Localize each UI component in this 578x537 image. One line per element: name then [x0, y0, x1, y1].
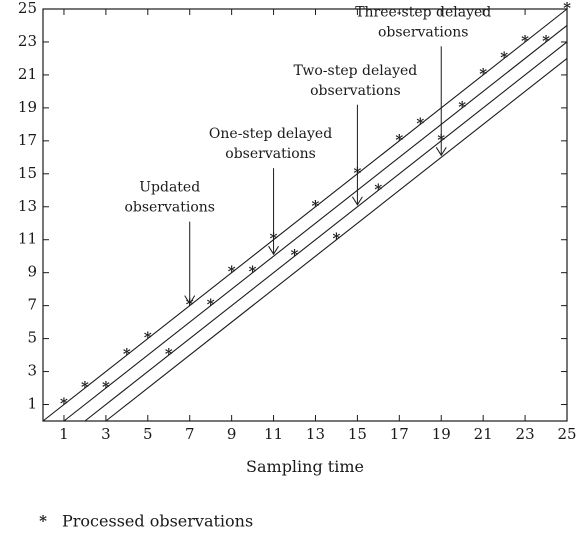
y-tick-label: 17: [18, 131, 37, 149]
data-point: *: [312, 197, 320, 215]
x-tick-label: 23: [516, 425, 535, 443]
x-tick-label: 7: [185, 425, 195, 443]
y-tick-label: 11: [18, 230, 37, 248]
annotation-text: Two-step delayed: [294, 63, 418, 79]
y-tick-label: 5: [27, 329, 37, 347]
y-tick-label: 25: [18, 0, 37, 17]
x-tick-label: 21: [474, 425, 493, 443]
y-tick-label: 1: [27, 395, 37, 413]
annotation-text: One-step delayed: [209, 126, 332, 142]
data-point: *: [500, 48, 508, 66]
y-tick-label: 7: [27, 296, 37, 314]
x-tick-label: 11: [264, 425, 283, 443]
y-tick-label: 3: [27, 362, 37, 380]
y-tick-label: 9: [27, 263, 37, 281]
legend: * Processed observations: [39, 512, 253, 531]
x-tick-label: 1: [59, 425, 69, 443]
data-point: *: [249, 263, 257, 281]
annotation-text: observations: [124, 200, 215, 216]
data-point: *: [144, 329, 152, 347]
data-point: *: [60, 395, 68, 413]
data-point: *: [228, 263, 236, 281]
y-tick-label: 21: [18, 65, 37, 83]
annotation-arrowhead: [184, 295, 196, 305]
data-point: *: [207, 296, 215, 314]
legend-label: Processed observations: [62, 512, 253, 531]
data-point: *: [186, 296, 194, 314]
y-tick-label: 13: [18, 197, 37, 215]
x-tick-label: 17: [390, 425, 409, 443]
x-tick-label: 13: [306, 425, 325, 443]
x-tick-label: 3: [101, 425, 111, 443]
annotation-text: observations: [225, 146, 316, 162]
data-point: *: [521, 32, 529, 50]
diagonal-line-0: [42, 8, 568, 422]
y-tick-label: 19: [18, 98, 37, 116]
x-tick-label: 19: [432, 425, 451, 443]
data-point: *: [416, 114, 424, 132]
annotation-text: Updated: [139, 180, 200, 196]
data-point: *: [458, 98, 466, 116]
x-tick-label: 9: [227, 425, 237, 443]
annotations: Updated observations One-step delayed obser…: [124, 4, 491, 305]
plot-frame: [42, 8, 568, 422]
diagonal-lines: [42, 8, 568, 422]
data-point: *: [81, 378, 89, 396]
data-point: *: [165, 345, 173, 363]
data-point: *: [291, 246, 299, 264]
diagonal-line-3: [63, 25, 568, 422]
annotation-arrowhead: [435, 147, 447, 157]
data-point: *: [102, 378, 110, 396]
data-point: *: [374, 180, 382, 198]
legend-marker: *: [39, 512, 47, 530]
x-tick-label: 5: [143, 425, 153, 443]
diagonal-line-1: [84, 41, 568, 422]
y-tick-label: 15: [18, 164, 37, 182]
data-point: *: [542, 32, 550, 50]
diagonal-line-2: [105, 58, 568, 422]
annotation-arrowhead: [268, 245, 279, 256]
data-point: *: [395, 131, 403, 149]
annotation-text: observations: [378, 24, 469, 40]
annotation-text: observations: [310, 83, 401, 99]
data-point: *: [333, 230, 341, 248]
x-tick-label: 25: [557, 425, 576, 443]
x-tick-label: 15: [348, 425, 367, 443]
annotation-text: Three-step delayed: [355, 4, 491, 20]
data-point: *: [479, 65, 487, 83]
data-point: *: [123, 345, 131, 363]
x-axis-label: Sampling time: [246, 457, 364, 476]
annotation-arrowhead: [351, 196, 363, 206]
data-point: *: [563, 0, 571, 17]
x-axis-ticks: 1 3 5 7 9 11 13 15 17 19 21 23 25: [59, 9, 577, 443]
y-tick-label: 23: [18, 32, 37, 50]
